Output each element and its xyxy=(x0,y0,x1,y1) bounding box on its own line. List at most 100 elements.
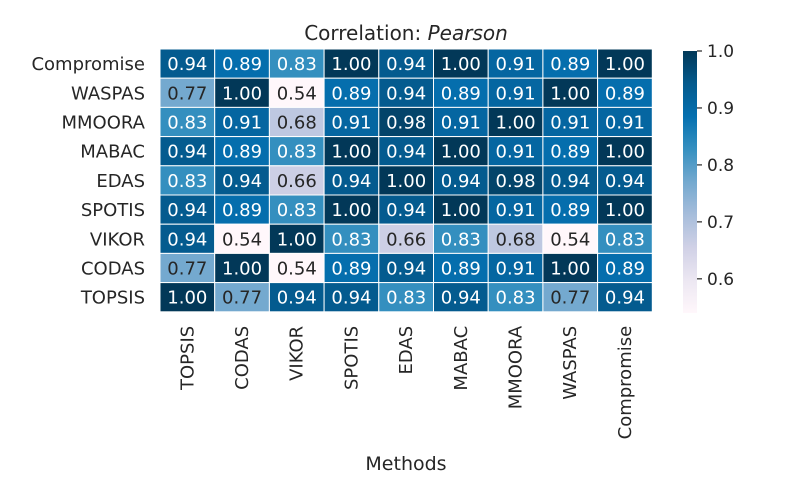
heatmap-cell xyxy=(268,194,325,225)
heatmap-cell xyxy=(214,136,270,167)
x-tick-label: MMOORA xyxy=(506,325,527,409)
x-tick-label: CODAS xyxy=(232,326,253,390)
cell-value-label: 0.94 xyxy=(386,259,426,280)
heatmap-cell xyxy=(597,77,653,108)
heatmap-cell xyxy=(159,48,216,79)
cell-value-label: 0.94 xyxy=(386,200,426,221)
cell-value-label: 0.89 xyxy=(605,259,645,280)
cell-value-label: 0.94 xyxy=(222,171,262,192)
heatmap-cell xyxy=(268,77,325,108)
cell-value-label: 1.00 xyxy=(550,259,590,280)
colorbar-gradient xyxy=(683,51,697,313)
y-tick-label: MMOORA xyxy=(62,113,146,134)
heatmap-cell xyxy=(597,165,653,196)
cell-value-label: 1.00 xyxy=(605,200,645,221)
x-tick-label: MABAC xyxy=(451,326,472,391)
y-tick-labels: Compromise WASPAS MMOORA MABAC EDAS SPOTIS VIK… xyxy=(31,54,145,309)
colorbar-tick-label: 1.0 xyxy=(707,42,734,62)
colorbar-tick-label: 0.9 xyxy=(707,99,734,119)
cell-value-label: 0.91 xyxy=(496,259,536,280)
cell-value-label: 0.98 xyxy=(386,113,426,134)
cell-value-label: 0.89 xyxy=(441,259,481,280)
heatmap-cell xyxy=(214,48,270,79)
cell-value-label: 1.00 xyxy=(605,142,645,163)
cell-value-label: 0.83 xyxy=(277,54,317,75)
heatmap-cell xyxy=(268,282,325,313)
heatmap-cell xyxy=(378,106,434,138)
cell-value-label: 1.00 xyxy=(550,83,590,104)
heatmap-cell xyxy=(323,136,380,167)
cell-value-label: 0.83 xyxy=(496,288,536,309)
cell-value-label: 1.00 xyxy=(441,142,481,163)
cell-value-label: 0.89 xyxy=(441,83,481,104)
cell-value-label: 1.00 xyxy=(331,54,371,75)
y-tick-label: VIKOR xyxy=(90,229,145,250)
cell-value-label: 1.00 xyxy=(277,229,317,250)
cell-value-label: 0.77 xyxy=(167,83,207,104)
cell-value-label: 0.91 xyxy=(441,113,481,134)
y-tick-label: WASPAS xyxy=(71,83,145,104)
cell-value-label: 0.77 xyxy=(222,288,262,309)
x-tick-label: EDAS xyxy=(396,326,417,375)
heatmap-cell xyxy=(214,106,270,138)
cell-value-label: 0.91 xyxy=(331,113,371,134)
heatmap-cell xyxy=(214,194,270,225)
heatmap-cell xyxy=(159,252,216,284)
heatmap-cell xyxy=(323,106,380,138)
heatmap-cell xyxy=(323,282,380,313)
x-tick-labels: TOPSIS CODAS VIKOR SPOTIS EDAS MABAC MMOORA WAS… xyxy=(177,325,636,439)
chart-title-prefix: Correlation: xyxy=(304,21,427,45)
heatmap-cell xyxy=(159,223,216,254)
cell-value-label: 0.54 xyxy=(550,229,590,250)
cell-value-label: 0.83 xyxy=(441,229,481,250)
heatmap-cell xyxy=(597,136,653,167)
heatmap-cell xyxy=(378,252,434,284)
cell-value-label: 0.54 xyxy=(277,259,317,280)
cell-value-label: 0.83 xyxy=(386,288,426,309)
cell-value-label: 0.94 xyxy=(167,142,207,163)
cell-value-label: 0.94 xyxy=(605,171,645,192)
cell-value-label: 0.91 xyxy=(605,113,645,134)
heatmap-cell xyxy=(597,194,653,225)
colorbar-tick-label: 0.7 xyxy=(707,213,734,233)
heatmap-cell xyxy=(378,223,434,254)
heatmap-cell xyxy=(159,136,216,167)
colorbar-tick-label: 0.8 xyxy=(707,156,734,176)
cell-value-label: 0.94 xyxy=(386,83,426,104)
heatmap-cell xyxy=(214,282,270,313)
heatmap-cell xyxy=(542,77,599,108)
cell-value-label: 0.98 xyxy=(496,171,536,192)
cell-value-label: 0.91 xyxy=(496,200,536,221)
cell-value-label: 0.66 xyxy=(277,171,317,192)
x-tick-label: Compromise xyxy=(615,326,636,440)
heatmap-cell xyxy=(487,77,544,108)
heatmap-cell xyxy=(378,77,434,108)
y-tick-label: EDAS xyxy=(96,171,145,192)
cell-value-label: 0.89 xyxy=(222,54,262,75)
heatmap-cell xyxy=(597,252,653,284)
cell-value-label: 0.94 xyxy=(167,54,207,75)
cell-value-label: 1.00 xyxy=(331,142,371,163)
x-tick-label: VIKOR xyxy=(287,326,308,381)
cell-value-label: 0.94 xyxy=(441,171,481,192)
heatmap-cell xyxy=(433,252,489,284)
cell-value-label: 0.91 xyxy=(550,113,590,134)
y-tick-label: CODAS xyxy=(81,259,145,280)
cell-value-label: 0.94 xyxy=(331,288,371,309)
cell-value-label: 0.94 xyxy=(441,288,481,309)
cell-value-label: 1.00 xyxy=(386,171,426,192)
cell-value-label: 1.00 xyxy=(441,54,481,75)
heatmap-cell xyxy=(433,282,489,313)
cell-value-label: 0.83 xyxy=(331,229,371,250)
cell-value-label: 1.00 xyxy=(331,200,371,221)
colorbar: 0.6 0.7 0.8 0.9 1.0 xyxy=(683,42,734,313)
heatmap-cell xyxy=(378,282,434,313)
heatmap-cell xyxy=(433,48,489,79)
heatmap-cell xyxy=(323,252,380,284)
cell-value-label: 0.83 xyxy=(167,113,207,134)
cell-value-label: 0.89 xyxy=(222,200,262,221)
heatmap-cell xyxy=(159,165,216,196)
cell-value-label: 0.54 xyxy=(277,83,317,104)
cell-value-label: 0.89 xyxy=(331,83,371,104)
y-tick-label: MABAC xyxy=(80,142,145,163)
